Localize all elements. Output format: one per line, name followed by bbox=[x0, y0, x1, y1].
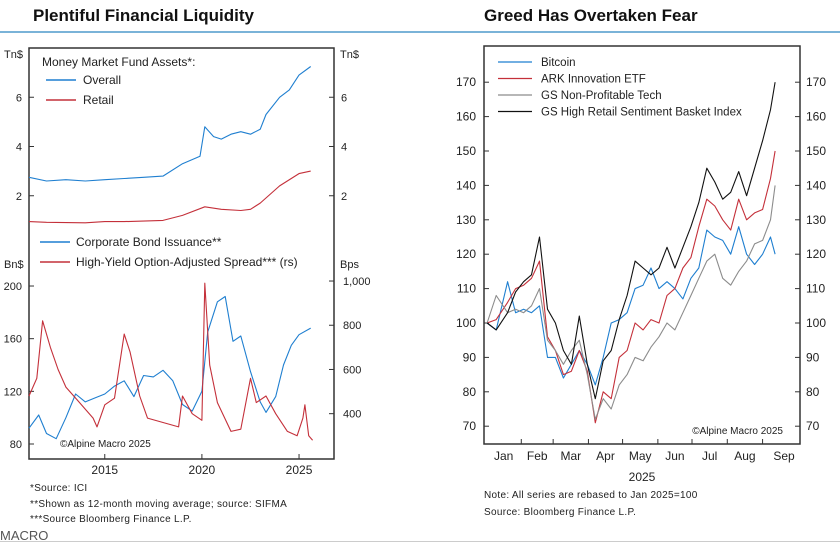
y-tick-label-right: 150 bbox=[806, 144, 826, 158]
month-label: Jun bbox=[665, 449, 684, 463]
y-tick-label-right: 1,000 bbox=[343, 276, 371, 288]
left-note-2: **Shown as 12-month moving average; sour… bbox=[30, 499, 288, 510]
left-note-1: *Source: ICI bbox=[30, 483, 88, 494]
y-tick-label-right: 600 bbox=[343, 364, 361, 376]
month-label: Jan bbox=[494, 449, 513, 463]
y-tick-label: 80 bbox=[463, 385, 477, 399]
month-label: May bbox=[629, 449, 652, 463]
y-tick-label: 120 bbox=[456, 247, 476, 261]
y-tick-label: 90 bbox=[463, 350, 477, 364]
bottom-left-axis-label: Bn$ bbox=[4, 259, 24, 271]
right-note-1: Note: All series are rebased to Jan 2025… bbox=[484, 490, 698, 501]
legend-label: ARK Innovation ETF bbox=[541, 74, 646, 86]
y-tick-label-right: 110 bbox=[806, 282, 825, 296]
line-hy-spread bbox=[28, 282, 314, 441]
right-note-2: Source: Bloomberg Finance L.P. bbox=[484, 507, 637, 518]
right-chart-title: Greed Has Overtaken Fear bbox=[484, 6, 698, 25]
x-axis-label: 2025 bbox=[629, 470, 656, 484]
month-label: Feb bbox=[527, 449, 548, 463]
left-note-3: ***Source Bloomberg Finance L.P. bbox=[30, 514, 192, 525]
legend-label: GS Non-Profitable Tech bbox=[541, 90, 662, 102]
top-left-axis-label: Tn$ bbox=[4, 49, 23, 61]
y-tick-label: 160 bbox=[4, 334, 22, 346]
copyright-annotation: ©Alpine Macro 2025 bbox=[692, 426, 783, 437]
y-tick-label: 150 bbox=[456, 144, 476, 158]
bottom-right-axis-label: Bps bbox=[340, 259, 359, 271]
y-tick-label-right: 80 bbox=[806, 385, 820, 399]
y-tick-label: 200 bbox=[4, 281, 22, 293]
legend-title: Money Market Fund Assets*: bbox=[42, 55, 195, 69]
month-label: Mar bbox=[560, 449, 581, 463]
line-overall bbox=[28, 66, 312, 182]
y-tick-label: 170 bbox=[456, 75, 476, 89]
legend-label: Overall bbox=[83, 73, 121, 87]
month-label: Sep bbox=[773, 449, 795, 463]
legend-label: Corporate Bond Issuance** bbox=[76, 235, 222, 249]
y-tick-label-right: 100 bbox=[806, 316, 826, 330]
copyright-annotation: ©Alpine Macro 2025 bbox=[60, 439, 151, 450]
top-right-axis-label: Tn$ bbox=[340, 49, 359, 61]
y-tick-label: 110 bbox=[457, 282, 476, 296]
y-tick-label: 130 bbox=[456, 213, 476, 227]
y-tick-label: 140 bbox=[456, 178, 476, 192]
legend-label: Bitcoin bbox=[541, 57, 576, 69]
line-gs-non-profitable-tech bbox=[486, 185, 776, 420]
y-tick-label: 120 bbox=[4, 386, 22, 398]
y-tick-label-right: 6 bbox=[341, 92, 347, 104]
y-tick-label-right: 130 bbox=[806, 213, 826, 227]
month-label: Apr bbox=[596, 449, 615, 463]
y-tick-label: 160 bbox=[456, 110, 476, 124]
y-tick-label: 2 bbox=[16, 191, 22, 203]
legend-label: Retail bbox=[83, 93, 114, 107]
brand-logo-text: MACRO bbox=[0, 528, 49, 543]
y-tick-label-right: 90 bbox=[806, 350, 820, 364]
legend-label: High-Yield Option-Adjusted Spread*** (rs… bbox=[76, 255, 298, 269]
left-chart-frame bbox=[28, 47, 335, 460]
y-tick-label-right: 120 bbox=[806, 247, 826, 261]
y-tick-label: 80 bbox=[10, 439, 22, 451]
line-corporate-bond-issuance bbox=[28, 295, 311, 440]
line-gs-high-retail-sentiment-basket-index bbox=[486, 82, 776, 400]
y-tick-label-right: 140 bbox=[806, 178, 826, 192]
y-tick-label-right: 170 bbox=[806, 75, 826, 89]
left-chart-title: Plentiful Financial Liquidity bbox=[33, 6, 255, 25]
month-label: Jul bbox=[702, 449, 717, 463]
x-tick-label: 2025 bbox=[286, 463, 313, 477]
y-tick-label: 6 bbox=[16, 92, 22, 104]
y-tick-label-right: 2 bbox=[341, 191, 347, 203]
line-ark-innovation-etf bbox=[486, 150, 776, 424]
line-retail bbox=[28, 170, 311, 224]
legend-label: GS High Retail Sentiment Basket Index bbox=[541, 107, 742, 119]
y-tick-label-right: 70 bbox=[806, 419, 820, 433]
y-tick-label-right: 4 bbox=[341, 142, 347, 154]
x-tick-label: 2020 bbox=[189, 463, 216, 477]
right-chart-frame bbox=[483, 45, 801, 445]
line-bitcoin bbox=[486, 226, 776, 386]
title-divider bbox=[0, 31, 840, 33]
y-tick-label: 100 bbox=[456, 316, 476, 330]
y-tick-label-right: 160 bbox=[806, 110, 826, 124]
x-tick-label: 2015 bbox=[91, 463, 118, 477]
y-tick-label: 70 bbox=[463, 419, 477, 433]
y-tick-label: 4 bbox=[16, 142, 22, 154]
month-label: Aug bbox=[734, 449, 755, 463]
y-tick-label-right: 800 bbox=[343, 320, 361, 332]
y-tick-label-right: 400 bbox=[343, 409, 361, 421]
